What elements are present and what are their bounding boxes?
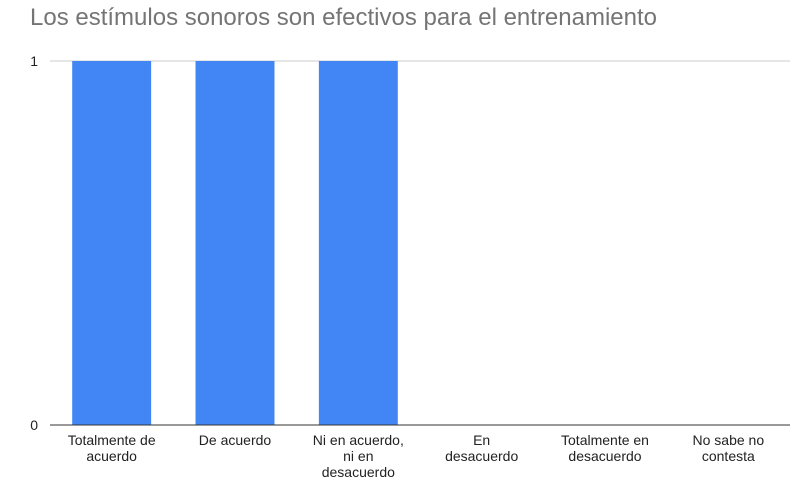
x-tick-label: De acuerdo <box>199 432 272 448</box>
bar <box>195 61 275 425</box>
chart-title: Los estímulos sonoros son efectivos para… <box>30 4 658 31</box>
x-tick-label: Ni en acuerdo, ni en desacuerdo <box>313 432 404 480</box>
bar <box>72 61 152 425</box>
bar <box>318 61 398 425</box>
x-tick-label: En desacuerdo <box>445 432 518 464</box>
y-tick-label: 0 <box>30 417 38 433</box>
x-tick-label: Totalmente de acuerdo <box>68 432 156 464</box>
x-tick-label: Totalmente en desacuerdo <box>561 432 649 464</box>
y-tick-label: 1 <box>30 53 38 69</box>
x-tick-label: No sabe no contesta <box>693 432 765 464</box>
